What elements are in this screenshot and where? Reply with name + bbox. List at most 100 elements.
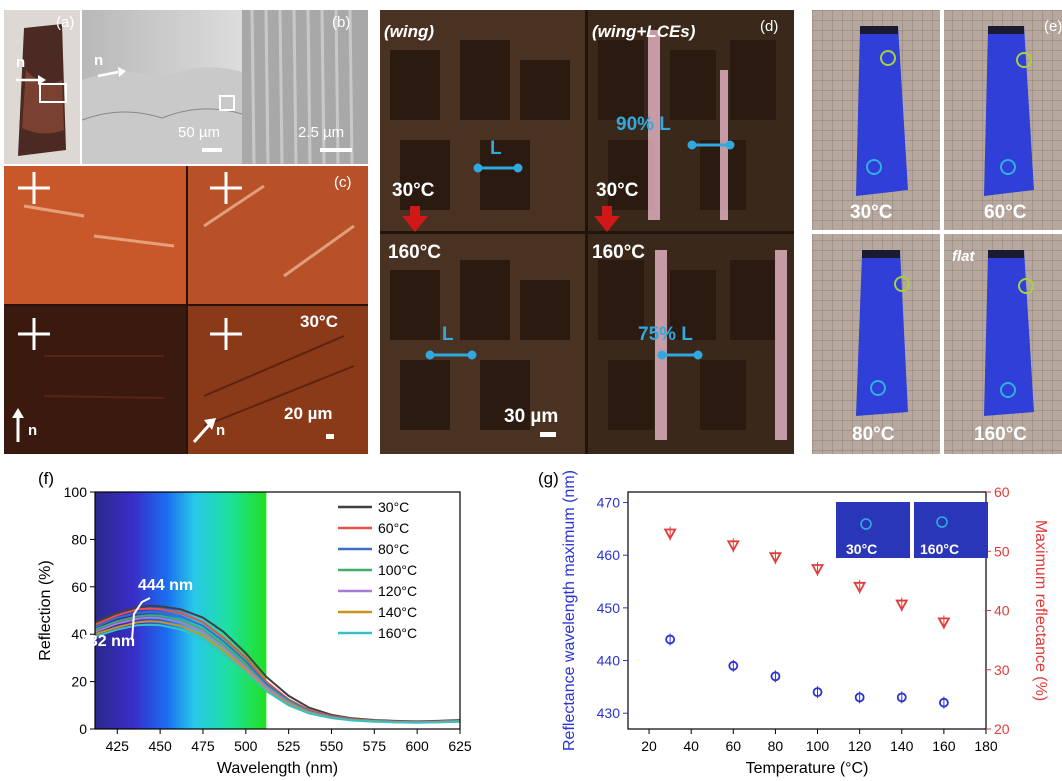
annotation-432: 432 nm	[80, 633, 135, 650]
g-x-tick-label-3: 80	[768, 738, 784, 754]
chart-g-inset: 30°C 160°C	[836, 502, 988, 558]
panel-c-label: (c)	[334, 174, 352, 191]
reflectance-point-6	[937, 617, 951, 630]
panel-e-photos: (e) 30°C 60°C 80°C 160°C flat	[812, 10, 1062, 454]
panel-c-polarized: (c) 30°C n n 20 µm	[4, 166, 368, 454]
panel-d-temp-top-right: 30°C	[596, 180, 639, 201]
wavelength-point-6	[938, 697, 949, 708]
blue-wing-images	[812, 10, 1062, 454]
panel-d-L-top-right: 90% L	[616, 114, 671, 135]
x-tick-label-4: 525	[277, 738, 301, 754]
panel-e-temp-1: 60°C	[984, 202, 1027, 223]
panel-e-flat: flat	[952, 248, 975, 265]
panel-d-label: (d)	[760, 18, 779, 35]
legend-label-0: 30°C	[378, 499, 409, 515]
panel-b-sem: n 50 µm 2.5 µm (b)	[82, 10, 368, 164]
x-tick-label-2: 475	[191, 738, 215, 754]
reflectance-point-4	[853, 581, 867, 594]
g-yl-tick-label-3: 460	[597, 547, 621, 563]
chart-f-ylabel: Reflection (%)	[37, 560, 54, 660]
g-yr-tick-label-1: 30	[994, 662, 1010, 678]
panel-c-n2: n	[216, 422, 226, 439]
chart-f-frame	[94, 491, 461, 730]
legend-label-6: 160°C	[378, 625, 417, 641]
chart-f-panel-label: (f)	[38, 469, 54, 488]
panel-d-L-top-left: L	[490, 138, 502, 159]
legend-label-4: 120°C	[378, 583, 417, 599]
panel-e-temp-2: 80°C	[852, 424, 895, 445]
wavelength-point-2	[770, 671, 781, 682]
panel-c-scale: 20 µm	[284, 404, 333, 423]
reflectance-point-0	[663, 528, 677, 541]
reflection-spectra-chart: (f) 425 450 475 500 525 550 575 600 625 0 20 40 60 80…	[37, 469, 472, 777]
g-yr-tick-label-4: 60	[994, 484, 1010, 500]
chart-g-ylabel-left: Reflectance wavelength maximum (nm)	[561, 470, 578, 751]
panel-d-L-bot-left: L	[442, 324, 454, 345]
g-yr-tick-label-3: 50	[994, 543, 1010, 559]
x-tick-label-1: 450	[148, 738, 172, 754]
legend-label-1: 60°C	[378, 520, 409, 536]
x-tick-label-5: 550	[320, 738, 344, 754]
y-tick-label-2: 40	[71, 626, 87, 642]
g-x-tick-label-1: 40	[683, 738, 699, 754]
panel-d-scale: 30 µm	[504, 406, 559, 427]
chart-g-ylabel-right: Maximum reflectance (%)	[1032, 520, 1049, 701]
panel-e-temp-3: 160°C	[974, 424, 1028, 445]
panel-e-label: (e)	[1044, 18, 1062, 35]
panel-a-wing-photo: n (a)	[4, 10, 80, 164]
panel-a-label: (a)	[56, 14, 75, 31]
annotation-444: 444 nm	[138, 577, 193, 594]
panel-b-label: (b)	[332, 14, 351, 31]
chart-g-panel-label: (g)	[538, 469, 559, 488]
annotation-shift-arrow	[131, 597, 151, 641]
panel-e-temp-0: 30°C	[850, 202, 893, 223]
g-yl-tick-label-2: 450	[597, 600, 621, 616]
wavelength-point-3	[812, 687, 823, 698]
panel-c-n1: n	[28, 422, 38, 439]
g-yl-tick-label-1: 440	[597, 653, 621, 669]
g-yl-tick-label-0: 430	[597, 705, 621, 721]
y-tick-label-4: 80	[71, 531, 87, 547]
panel-d-wing-lces: (wing+LCEs)	[592, 22, 696, 41]
y-tick-label-5: 100	[64, 484, 88, 500]
chart-g-xlabel: Temperature (°C)	[746, 760, 869, 777]
panel-a-n: n	[16, 54, 26, 71]
g-x-tick-label-5: 120	[848, 738, 872, 754]
g-yr-tick-label-0: 20	[994, 721, 1010, 737]
legend-label-2: 80°C	[378, 541, 409, 557]
panel-d-temp-bot-right: 160°C	[592, 242, 646, 263]
polarized-image	[4, 166, 368, 454]
x-tick-label-0: 425	[106, 738, 130, 754]
y-tick-label-0: 0	[79, 721, 87, 737]
inset-label-160: 160°C	[920, 541, 959, 557]
panel-b-n: n	[94, 52, 104, 69]
g-yr-tick-label-2: 40	[994, 603, 1010, 619]
visible-spectrum-band	[95, 492, 267, 729]
sem-image	[82, 10, 368, 164]
panel-d-micrographs: (wing) (wing+LCEs) (d) 30°C 30°C 160°C 1…	[380, 10, 794, 454]
wavelength-point-1	[728, 660, 739, 671]
reflectance-point-2	[768, 552, 782, 565]
inset-label-30: 30°C	[846, 541, 877, 557]
series-line-6	[94, 623, 461, 724]
y-tick-label-3: 60	[71, 579, 87, 595]
x-tick-label-8: 625	[448, 738, 472, 754]
panel-b-scale-50: 50 µm	[178, 124, 220, 141]
chart-f-xlabel: Wavelength (nm)	[217, 760, 338, 777]
g-x-tick-label-6: 140	[890, 738, 914, 754]
legend-label-3: 100°C	[378, 562, 417, 578]
wing-photo-image	[16, 24, 67, 156]
reflectance-point-5	[895, 599, 909, 612]
g-x-tick-label-4: 100	[806, 738, 830, 754]
g-x-tick-label-2: 60	[726, 738, 742, 754]
panel-d-wing: (wing)	[384, 22, 435, 41]
g-x-tick-label-7: 160	[932, 738, 956, 754]
panel-b-scale-2-5: 2.5 µm	[298, 124, 345, 141]
wavelength-point-4	[854, 692, 865, 703]
g-x-tick-label-0: 20	[641, 738, 657, 754]
g-yl-tick-label-4: 470	[597, 495, 621, 511]
panel-d-L-bot-right: 75% L	[638, 324, 693, 345]
g-x-tick-label-8: 180	[974, 738, 998, 754]
panel-d-temp-top-left: 30°C	[392, 180, 435, 201]
temperature-chart: (g) 20 40 60 80 100 120 140 160 180 430 440 450 460 4…	[538, 469, 1049, 777]
